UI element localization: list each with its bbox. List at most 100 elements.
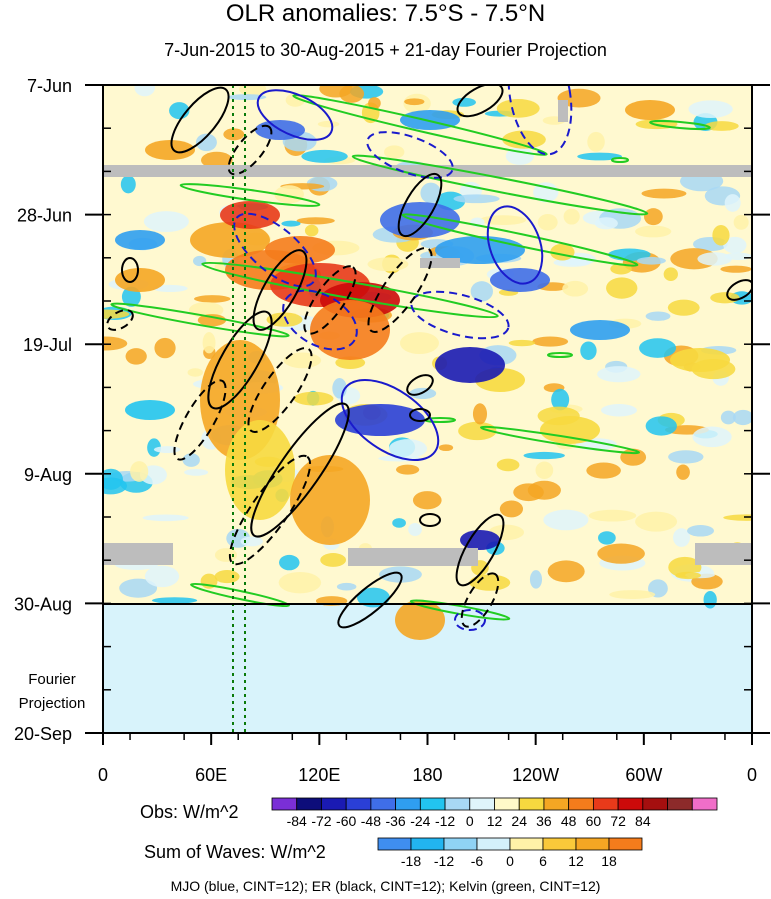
- anomaly-cell: [609, 590, 656, 600]
- anomaly-cell: [532, 336, 569, 347]
- anomaly-cell: [673, 528, 691, 547]
- anomaly-cell: [290, 455, 370, 545]
- anomaly-cell: [527, 480, 561, 500]
- anomaly-cell: [279, 554, 300, 571]
- anomaly-cell: [380, 202, 460, 238]
- anomaly-cell: [103, 309, 130, 319]
- colorbar-swatch: [345, 797, 372, 811]
- anomaly-cell: [142, 514, 189, 522]
- colorbar-swatch: [642, 797, 668, 811]
- er-contour: [173, 379, 227, 461]
- er-contour: [207, 310, 273, 410]
- anomaly-cell: [668, 450, 704, 464]
- colorbar-label: -12: [434, 853, 454, 869]
- mjo-contour: [486, 205, 544, 285]
- wave-contours: [106, 85, 752, 733]
- colorbar-swatch: [377, 837, 412, 851]
- er-contour: [419, 513, 441, 527]
- anomaly-cell: [214, 570, 240, 584]
- er-contour: [456, 85, 504, 118]
- x-tick-label: 60E: [195, 765, 227, 785]
- mjo-contour: [507, 85, 573, 156]
- anomaly-cell: [301, 149, 348, 163]
- x-tick-label: 60W: [625, 765, 662, 785]
- colorbar-label: 60: [586, 813, 602, 829]
- colorbar-label: -12: [435, 813, 455, 829]
- anomaly-cell: [201, 151, 233, 169]
- anomaly-cell: [594, 217, 618, 230]
- anomaly-cell: [641, 188, 687, 199]
- anomaly-cell: [220, 201, 280, 229]
- anomaly-cell: [472, 403, 488, 425]
- anomaly-cell: [194, 295, 231, 303]
- anomaly-cell: [115, 268, 165, 292]
- waves-legend-label: Sum of Waves: W/m^2: [144, 842, 326, 862]
- anomaly-cell: [195, 133, 217, 152]
- anomaly-cell: [601, 404, 637, 417]
- anomaly-cell: [703, 590, 717, 609]
- waves-colorbar: -18 -12 -6 0 6 12 18: [377, 837, 643, 869]
- colorbar-swatch: [271, 797, 298, 811]
- colorbar-label: 24: [511, 813, 527, 829]
- kelvin-contour: [409, 599, 511, 621]
- colorbar-swatch: [476, 837, 511, 851]
- anomaly-cell: [125, 400, 175, 420]
- anomaly-cell: [214, 548, 238, 562]
- colorbar-label: 84: [635, 813, 651, 829]
- colorbar-swatch: [608, 837, 643, 851]
- anomaly-cell: [335, 404, 425, 436]
- anomaly-cell: [336, 582, 357, 591]
- anomaly-cell: [154, 337, 176, 359]
- anomaly-cell: [278, 571, 322, 594]
- anomaly-cell: [368, 97, 381, 110]
- anomaly-cell: [499, 500, 524, 518]
- anomaly-cell: [310, 300, 390, 360]
- colorbar-swatch: [443, 837, 478, 851]
- anomaly-cell: [535, 461, 554, 479]
- anomaly-cell: [692, 426, 732, 448]
- anomaly-cell: [274, 185, 305, 204]
- er-contour: [121, 257, 139, 283]
- kelvin-contour: [110, 302, 290, 338]
- colorbar-label: 0: [466, 813, 474, 829]
- anomaly-cell: [153, 446, 181, 454]
- er-contour: [170, 86, 230, 154]
- mjo-contour: [282, 289, 358, 351]
- anomaly-cell: [103, 336, 128, 351]
- anomaly-cell: [115, 230, 165, 250]
- anomaly-cell: [724, 252, 752, 261]
- er-contour: [726, 279, 752, 301]
- colorbar-label: -60: [336, 813, 356, 829]
- y-tick-label: 28-Jun: [17, 206, 72, 226]
- er-contour: [367, 247, 433, 333]
- anomaly-cell: [676, 464, 690, 480]
- kelvin-contour: [401, 213, 639, 267]
- colorbar-swatch: [419, 797, 446, 811]
- anomaly-cell: [202, 332, 216, 354]
- colorbar-label: 18: [601, 853, 617, 869]
- colorbar-swatch: [494, 797, 520, 811]
- colorbar-swatch: [370, 797, 397, 811]
- anomaly-cell: [392, 518, 406, 528]
- anomaly-cell: [562, 280, 589, 297]
- anomaly-cell: [570, 320, 630, 340]
- colorbar-swatch: [296, 797, 322, 811]
- x-tick-label: 120E: [298, 765, 340, 785]
- er-contour: [337, 571, 403, 629]
- colorbar-label: -72: [311, 813, 331, 829]
- obs-colorbar: -84 -72 -60 -48 -36 -24 -12 0 12 24 36 48 60 72 84: [271, 797, 718, 829]
- colorbar-swatch: [410, 837, 445, 851]
- anomaly-cell: [404, 98, 425, 106]
- x-tick-label: 120W: [512, 765, 559, 785]
- anomaly-cell: [283, 352, 322, 369]
- anomaly-cell: [453, 194, 500, 204]
- anomaly-cell: [543, 509, 589, 531]
- anomaly-cell: [296, 217, 335, 225]
- anomaly-cell: [636, 256, 666, 265]
- chart-subtitle: 7-Jun-2015 to 30-Aug-2015 + 21-day Fouri…: [164, 40, 607, 60]
- anomaly-cell: [470, 281, 493, 302]
- anomaly-cell: [395, 600, 445, 640]
- kelvin-contour: [547, 352, 573, 358]
- y-tick-label: 7-Jun: [27, 76, 72, 96]
- colorbar-swatch: [321, 797, 347, 811]
